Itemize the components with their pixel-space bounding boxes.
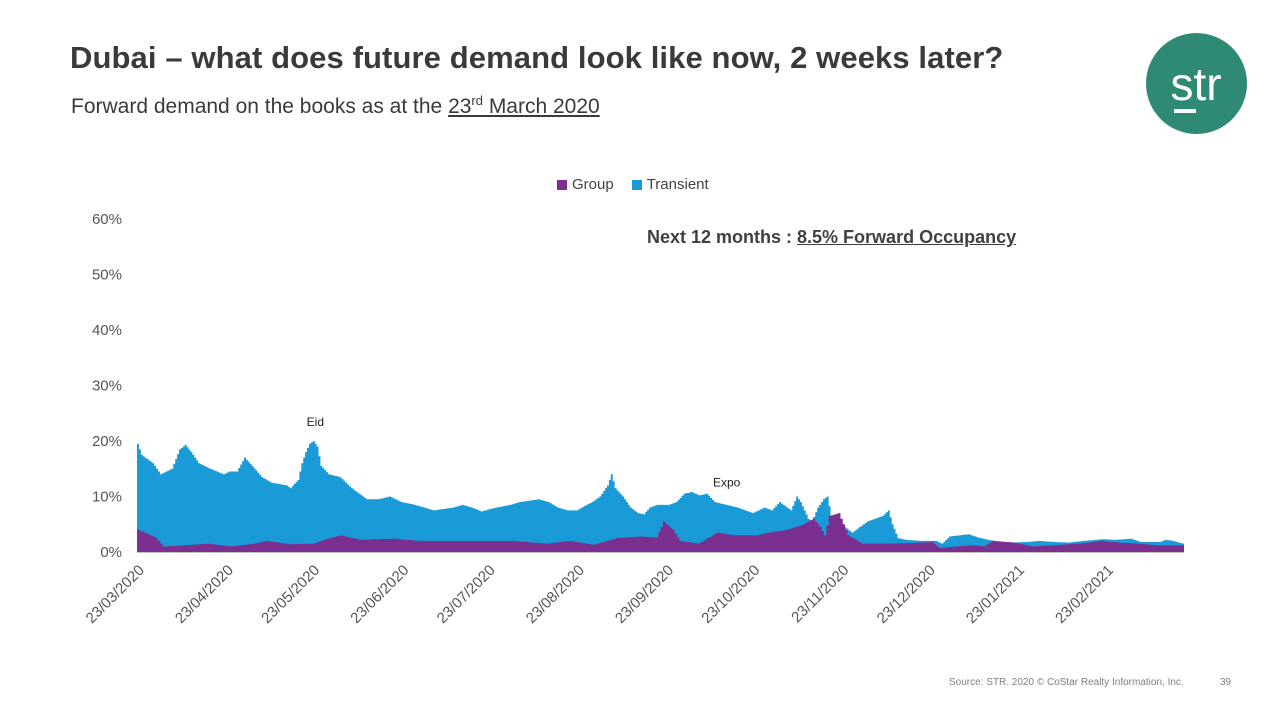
source-note: Source: STR. 2020 © CoStar Realty Inform… [949, 677, 1184, 688]
x-tick-label: 23/09/2020 [612, 562, 677, 627]
page-number: 39 [1220, 677, 1232, 688]
y-tick-label: 60% [92, 211, 122, 228]
page-subtitle: Forward demand on the books as at the 23… [71, 93, 600, 119]
legend-swatch-group [557, 179, 567, 190]
subtitle-prefix: Forward demand on the books as at the [71, 95, 449, 118]
legend-label-transient: Transient [646, 176, 709, 193]
x-tick-label: 23/03/2020 [83, 562, 148, 627]
y-tick-label: 10% [92, 489, 122, 506]
group-area [137, 513, 1184, 552]
y-tick-label: 30% [92, 378, 122, 395]
transient-area [137, 441, 1184, 552]
y-tick-label: 0% [100, 544, 122, 561]
x-tick-label: 23/05/2020 [258, 562, 323, 627]
y-axis: 0% 10% 20% 30% 40% 50% 60% [92, 211, 122, 561]
x-tick-label: 23/11/2020 [788, 562, 852, 626]
str-logo-text: str [1170, 58, 1221, 110]
x-tick-label: 23/10/2020 [698, 562, 763, 627]
legend-swatch-transient [631, 179, 642, 190]
legend-item-transient: Transient [631, 176, 709, 193]
y-tick-label: 40% [92, 322, 122, 339]
y-tick-label: 50% [92, 267, 122, 284]
x-tick-label: 23/06/2020 [347, 562, 412, 627]
x-axis: 23/03/2020 23/04/2020 23/05/2020 23/06/2020… [83, 552, 1184, 627]
x-tick-label: 23/01/2021 [963, 562, 1028, 627]
x-tick-label: 23/12/2020 [874, 562, 939, 627]
str-logo: str [1146, 33, 1247, 134]
chart-annotations: Eid Expo [307, 415, 741, 490]
x-tick-label: 23/08/2020 [523, 562, 588, 627]
group-series [137, 513, 1184, 552]
x-tick-label: 23/07/2020 [434, 562, 499, 627]
subtitle-date: 23rd March 2020 [448, 93, 600, 118]
x-tick-label: 23/04/2020 [172, 562, 237, 627]
legend-item-group: Group [557, 176, 614, 193]
forward-occupancy-callout: Next 12 months : 8.5% Forward Occupancy [647, 227, 1016, 248]
transient-series [137, 441, 1184, 552]
subtitle-day: 23 [448, 95, 472, 118]
annotation-label: Eid [307, 415, 324, 429]
x-tick-label: 23/02/2021 [1052, 562, 1117, 627]
callout-prefix: Next 12 months : [647, 227, 798, 247]
legend-label-group: Group [572, 176, 614, 193]
callout-highlight: 8.5% Forward Occupancy [797, 227, 1017, 247]
page-title: Dubai – what does future demand look lik… [70, 40, 1004, 75]
subtitle-month-year: March 2020 [482, 95, 600, 118]
str-logo-mark: str [1170, 58, 1222, 113]
chart-legend: Group Transient [557, 176, 709, 193]
subtitle-ordinal: rd [471, 93, 483, 108]
str-logo-underline [1174, 109, 1196, 113]
y-tick-label: 20% [92, 433, 122, 450]
annotation-label: Expo [713, 475, 741, 489]
